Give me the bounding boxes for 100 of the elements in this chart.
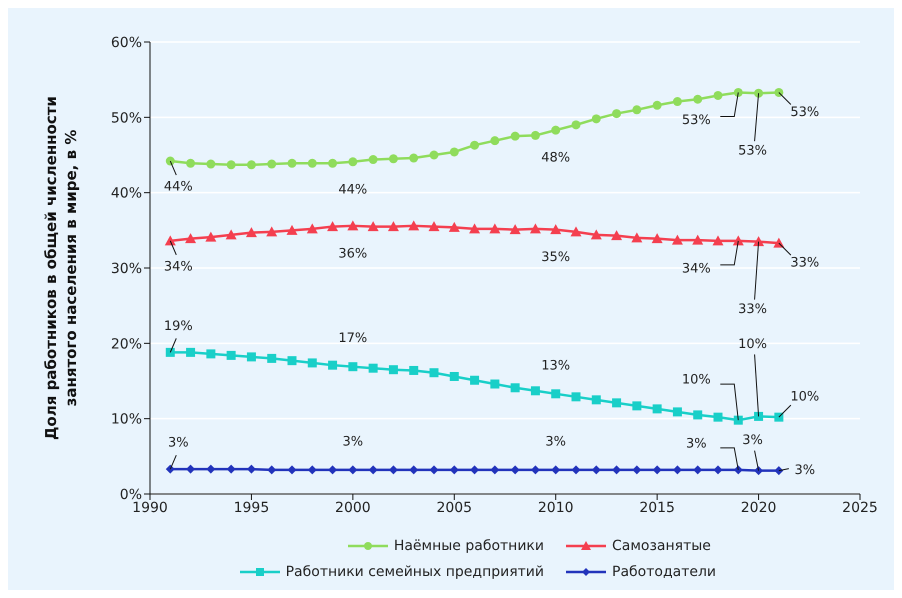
point (570, 226, 582, 236)
legend-label: Наёмные работники (394, 538, 544, 554)
point (409, 154, 418, 163)
point (774, 466, 784, 476)
data-label: 10% (682, 372, 711, 388)
point (470, 140, 480, 150)
point (714, 465, 722, 474)
point (592, 395, 601, 404)
point (714, 90, 722, 100)
point (166, 464, 175, 474)
point (510, 132, 520, 141)
data-label: 3% (545, 434, 566, 450)
point (470, 376, 480, 385)
data-label: 53% (682, 112, 711, 128)
point (510, 224, 521, 234)
point (551, 389, 560, 398)
point (530, 130, 540, 140)
point (409, 366, 418, 375)
x-tick-label: 2020 (740, 500, 776, 516)
point (550, 224, 562, 234)
point (590, 229, 602, 240)
point (693, 465, 702, 474)
point (206, 349, 216, 358)
point (530, 386, 540, 396)
legend-label: Работодатели (612, 564, 716, 580)
data-label: 3% (794, 463, 816, 478)
point (186, 158, 196, 168)
point (572, 120, 580, 130)
point (286, 224, 298, 235)
point (186, 348, 196, 357)
point (774, 88, 784, 97)
data-label: 34% (682, 261, 711, 276)
data-label: 10% (790, 390, 820, 405)
point (592, 114, 601, 124)
point (226, 229, 237, 240)
point (430, 465, 438, 474)
point (734, 416, 743, 425)
x-tick-label: 2010 (538, 500, 574, 516)
point (732, 235, 744, 246)
point (408, 220, 420, 230)
point (348, 465, 358, 474)
point (164, 235, 176, 246)
point (246, 352, 256, 362)
point (712, 235, 724, 246)
data-label: 48% (541, 150, 570, 166)
point (368, 465, 378, 474)
point (611, 230, 622, 240)
point (388, 154, 398, 164)
point (388, 365, 398, 374)
data-label: 44% (338, 182, 368, 198)
legend-label: Самозанятые (612, 538, 711, 554)
y-axis-title: Доля работников в общей численности занятого населения в мире, в % (42, 96, 80, 440)
data-label: 53% (790, 104, 820, 120)
point (267, 354, 276, 363)
data-label: 13% (541, 358, 570, 374)
point (327, 221, 338, 232)
y-tick-label: 10% (110, 412, 142, 428)
point (430, 150, 438, 160)
point (652, 233, 663, 244)
point (469, 223, 480, 234)
point (572, 392, 580, 402)
point (754, 412, 764, 421)
point (288, 158, 296, 168)
y-tick-label: 20% (110, 336, 142, 352)
point (652, 465, 662, 474)
point (368, 155, 378, 164)
point (348, 362, 358, 372)
point (510, 383, 520, 392)
point (572, 465, 580, 474)
x-tick-label: 2025 (842, 500, 878, 516)
point (754, 466, 764, 476)
point (734, 88, 743, 97)
point (226, 350, 236, 360)
point (652, 404, 662, 414)
point (288, 356, 296, 366)
y-tick-label: 40% (110, 186, 142, 202)
data-label: 19% (164, 318, 193, 334)
data-label: 35% (541, 250, 570, 266)
point (672, 97, 682, 106)
point (551, 465, 560, 474)
point (166, 348, 175, 357)
point (490, 465, 500, 474)
point (632, 465, 642, 474)
data-label: 3% (742, 433, 763, 448)
point (490, 380, 500, 389)
point (530, 223, 541, 234)
point (266, 226, 278, 236)
legend-label: Работники семейных предприятий (286, 564, 544, 580)
point (306, 223, 318, 234)
y-tick-label: 60% (110, 34, 142, 51)
x-tick-label: 2000 (335, 500, 371, 516)
data-label: 44% (164, 180, 193, 195)
point (714, 412, 722, 422)
point (774, 412, 784, 422)
point (246, 160, 256, 170)
point (510, 465, 520, 474)
data-label: 33% (790, 256, 820, 271)
point (490, 136, 500, 146)
point (267, 160, 276, 169)
point (226, 160, 236, 170)
